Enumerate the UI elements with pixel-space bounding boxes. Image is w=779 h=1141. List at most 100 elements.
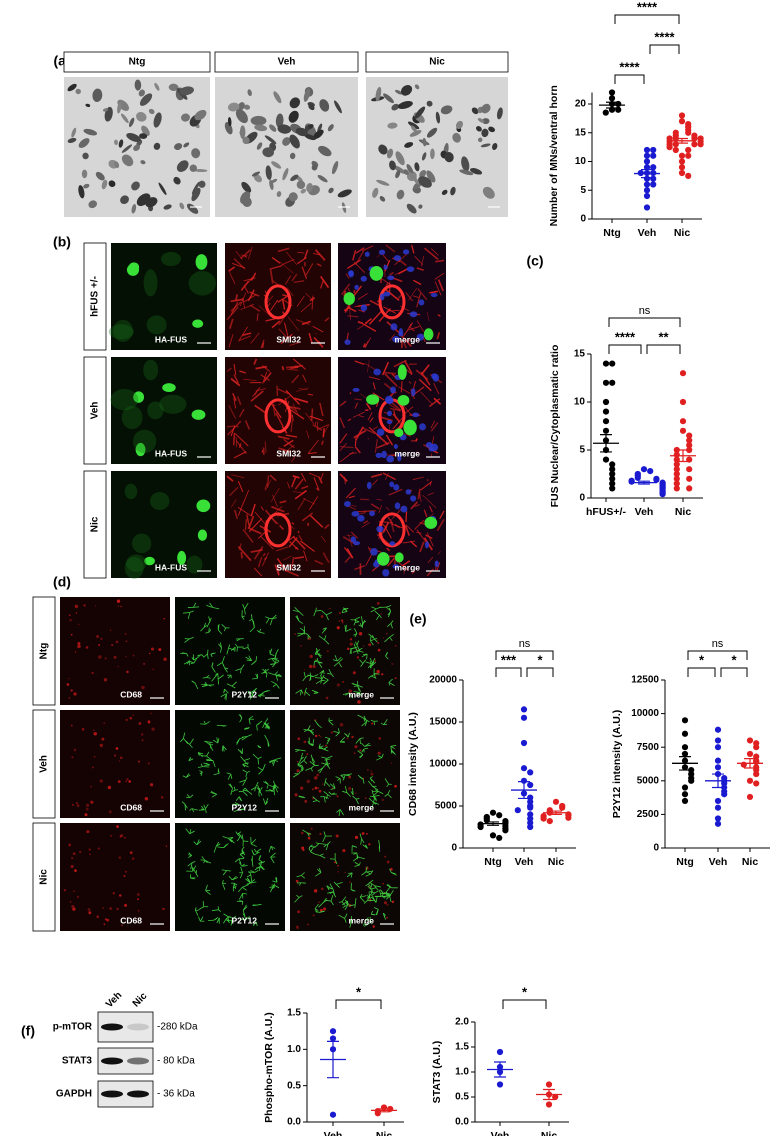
- cd68-spot: [163, 618, 165, 620]
- cd68-spot: [150, 783, 153, 786]
- row-label: Nic: [90, 516, 101, 532]
- nucleus: [365, 252, 370, 257]
- cd68-spot: [313, 665, 316, 668]
- data-point: [715, 744, 721, 750]
- data-point: [644, 181, 650, 187]
- nucleus-fus: [370, 266, 384, 281]
- panel-label: (c): [526, 253, 543, 269]
- nucleus: [344, 339, 350, 345]
- data-point: [679, 118, 685, 124]
- nucleus-fus: [196, 499, 210, 512]
- micrograph: [290, 597, 400, 705]
- channel-label: HA-FUS: [155, 562, 187, 572]
- data-point: [603, 380, 609, 386]
- nucleus: [385, 396, 393, 404]
- significance-bracket: [609, 318, 680, 327]
- data-point: [673, 147, 679, 153]
- cd68-spot: [117, 600, 120, 603]
- data-point: [478, 824, 484, 830]
- nucleus: [387, 420, 393, 424]
- size-label: - 36 kDa: [157, 1089, 195, 1100]
- cd68-spot: [296, 880, 299, 883]
- nucleus: [410, 311, 418, 317]
- nucleus: [419, 423, 426, 430]
- nucleus-fus: [424, 328, 434, 340]
- data-point: [496, 812, 502, 818]
- y-tick-label: 15: [574, 349, 586, 360]
- cd68-spot: [365, 797, 366, 798]
- data-point: [698, 141, 704, 147]
- cd68-spot: [64, 889, 66, 891]
- cd68-spot: [75, 651, 76, 652]
- nucleus: [344, 501, 351, 507]
- data-point: [682, 744, 688, 750]
- cd68-spot: [354, 752, 356, 754]
- cd68-spot: [395, 645, 396, 646]
- nucleus: [377, 429, 385, 436]
- cd68-spot: [98, 847, 100, 849]
- y-tick-label: 20000: [429, 675, 457, 686]
- microglia: [314, 661, 315, 665]
- micrograph: [175, 710, 285, 818]
- nucleus: [369, 511, 375, 517]
- nucleus-fus: [196, 254, 208, 270]
- cd68-spot: [151, 728, 154, 731]
- y-tick-label: 0: [580, 214, 586, 225]
- y-tick-label: 2500: [637, 809, 660, 820]
- y-tick-label: 1.5: [287, 1008, 301, 1019]
- cd68-spot: [116, 747, 119, 750]
- channel-label: P2Y12: [231, 689, 257, 699]
- cd68-spot: [149, 653, 150, 654]
- cd68-spot: [108, 786, 111, 789]
- cd68-spot: [68, 678, 70, 680]
- cd68-spot: [319, 790, 322, 793]
- nucleus-fus: [192, 410, 206, 420]
- cd68-spot: [77, 804, 80, 807]
- data-point: [330, 1028, 336, 1034]
- cd68-spot: [76, 802, 78, 804]
- cd68-spot: [118, 666, 119, 667]
- cd68-spot: [316, 774, 319, 777]
- cd68-spot: [347, 648, 349, 650]
- cd68-spot: [301, 847, 304, 850]
- x-tick-label: Veh: [324, 1130, 343, 1136]
- nucleus: [349, 270, 354, 277]
- cd68-spot: [362, 832, 365, 835]
- data-point: [686, 476, 692, 482]
- cd68-spot: [322, 784, 323, 785]
- nucleus-fus: [162, 383, 175, 392]
- channel-label: merge: [394, 448, 420, 458]
- nucleus: [361, 304, 367, 311]
- column-header: Ntg: [129, 57, 146, 68]
- cd68-spot: [125, 656, 126, 657]
- protein-label: STAT3: [62, 1056, 93, 1067]
- data-point: [609, 89, 615, 95]
- y-tick-label: 1.5: [455, 1042, 469, 1053]
- data-point: [715, 815, 721, 821]
- micrograph: [60, 823, 170, 931]
- data-point: [490, 810, 496, 816]
- nucleus: [435, 561, 439, 568]
- nucleus: [393, 484, 399, 490]
- data-point: [741, 762, 747, 768]
- cd68-spot: [128, 780, 131, 783]
- haze: [125, 484, 138, 500]
- nucleus: [387, 411, 392, 417]
- cd68-spot: [353, 671, 356, 674]
- data-point: [715, 727, 721, 733]
- cd68-spot: [337, 626, 340, 629]
- data-point: [682, 798, 688, 804]
- cd68-spot: [304, 741, 307, 744]
- haze: [147, 315, 167, 334]
- cd68-spot: [386, 917, 388, 919]
- cd68-spot: [321, 887, 324, 890]
- nucleus: [353, 541, 360, 545]
- y-tick-label: 0.0: [287, 1117, 301, 1128]
- cd68-spot: [357, 656, 359, 658]
- x-tick-label: Veh: [635, 506, 654, 518]
- cd68-spot: [71, 634, 73, 636]
- cd68-spot: [386, 633, 388, 635]
- micrograph: [338, 243, 446, 350]
- cd68-spot: [307, 753, 309, 755]
